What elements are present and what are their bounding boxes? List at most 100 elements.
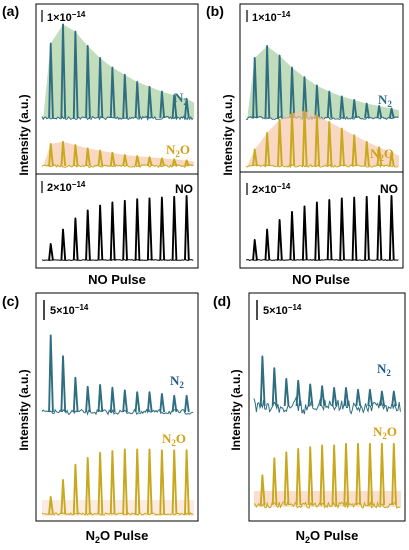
- peak-a-no-10: [159, 196, 166, 261]
- frame-a-bottom: [35, 173, 199, 269]
- peak-b-n2-4: [289, 66, 296, 119]
- peak-a-n2o-9: [146, 156, 153, 167]
- peak-a-n2o-6: [109, 151, 116, 167]
- ylabel-c: Intensity (a.u.): [17, 369, 31, 450]
- envelope-a-n2o: [42, 141, 194, 166]
- panel-label-a: (a): [2, 3, 19, 19]
- peak-a-n2o-2: [60, 140, 67, 167]
- peak-b-no-3: [277, 219, 283, 261]
- peak-a-n2o-4: [85, 147, 91, 167]
- plot-c: [41, 334, 194, 516]
- peak-c-n2-7: [122, 389, 128, 413]
- peak-a-no-1: [48, 243, 54, 261]
- peak-d-n2o-3: [283, 451, 290, 506]
- peak-b-n2o-9: [351, 134, 358, 167]
- peak-a-no-8: [134, 198, 141, 261]
- peak-d-n2o-9: [355, 442, 362, 506]
- peak-b-no-12: [388, 195, 395, 261]
- panel-d: (d) 5×10−14 N2 N2O Intensity (a.u.) N2O …: [213, 292, 406, 545]
- ylabel-d: Intensity (a.u.): [229, 369, 243, 450]
- peak-b-n2-6: [314, 84, 321, 119]
- peak-b-no-7: [326, 199, 333, 261]
- peak-d-n2-6: [319, 385, 326, 407]
- plot-d: [253, 355, 401, 509]
- baseline-a-n2: [41, 115, 194, 121]
- label-a-n2o: N2O: [166, 142, 190, 159]
- baseline-a-no: [41, 259, 194, 261]
- peak-b-n2o-1: [252, 148, 258, 167]
- baseline-c-n2o: [41, 512, 194, 516]
- peak-c-n2o-11: [171, 449, 178, 515]
- peak-b-n2-3: [277, 54, 283, 119]
- peak-d-n2-5: [307, 383, 314, 407]
- peak-a-n2o-3: [72, 144, 79, 167]
- peak-d-n2o-8: [343, 442, 350, 506]
- peak-b-n2o-10: [364, 140, 370, 167]
- label-b-n2: N2: [378, 92, 392, 109]
- peak-c-n2-8: [134, 391, 141, 413]
- peak-a-n2-8: [134, 81, 141, 119]
- peak-d-n2o-12: [391, 442, 397, 506]
- peak-a-no-7: [122, 199, 128, 261]
- peak-a-no-12: [184, 195, 190, 261]
- peak-c-n2-5: [97, 384, 104, 413]
- scale-b-bottom: 2×10−14: [252, 182, 291, 196]
- peak-a-no-3: [72, 217, 79, 261]
- peak-b-n2o-12: [388, 151, 395, 167]
- peak-a-n2-7: [122, 73, 128, 119]
- peak-b-no-11: [376, 195, 383, 261]
- baseline-c-n2: [41, 408, 194, 416]
- peak-a-no-11: [171, 195, 178, 261]
- peak-a-no-2: [60, 228, 67, 261]
- peak-d-n2o-7: [331, 444, 338, 506]
- label-d-n2: N2: [377, 361, 391, 378]
- peak-b-n2-8: [339, 95, 345, 119]
- peak-d-n2o-10: [367, 442, 374, 506]
- peak-c-n2o-12: [184, 449, 190, 515]
- peak-c-n2o-3: [72, 463, 79, 515]
- peak-b-no-2: [264, 228, 271, 261]
- panel-label-c: (c): [2, 293, 19, 309]
- peak-a-n2-6: [109, 66, 116, 119]
- peak-b-n2-5: [301, 76, 308, 119]
- peak-a-n2o-10: [159, 157, 166, 167]
- peak-b-n2o-6: [314, 114, 321, 167]
- peak-a-n2-4: [85, 45, 91, 119]
- peak-c-n2o-5: [97, 451, 104, 515]
- peak-a-n2-2: [60, 23, 67, 119]
- peak-b-no-1: [252, 239, 258, 261]
- peak-c-n2-11: [171, 394, 178, 413]
- label-d-n2o: N2O: [373, 424, 397, 441]
- frame-d: [248, 292, 406, 522]
- envelope-b-n2: [246, 46, 399, 118]
- peak-b-n2o-5: [301, 110, 308, 167]
- peak-c-n2o-7: [122, 448, 128, 515]
- peak-a-n2-12: [184, 97, 190, 119]
- peak-a-n2-11: [171, 94, 178, 119]
- envelope-a-n2: [42, 24, 194, 118]
- scale-c: 5×10−14: [50, 303, 89, 317]
- peak-a-n2o-1: [48, 143, 54, 167]
- peak-a-n2-10: [159, 90, 166, 119]
- glow-c-n2o: [42, 500, 194, 516]
- peak-c-n2o-10: [159, 449, 166, 515]
- panel-label-d: (d): [213, 293, 231, 309]
- panel-b: (b) 1×10−14 2×10−14 N2 N2O NO Intensity …: [206, 3, 404, 287]
- peak-d-n2-9: [355, 388, 362, 407]
- peak-a-no-4: [85, 209, 91, 261]
- peak-a-no-5: [97, 204, 104, 261]
- peak-b-n2o-8: [339, 127, 345, 167]
- panel-c: (c) 5×10−14 N2 N2O Intensity (a.u.) N2O …: [2, 292, 199, 545]
- baseline-b-no: [246, 259, 399, 261]
- peak-d-n2-10: [367, 388, 374, 407]
- peak-a-no-9: [146, 197, 153, 261]
- peak-d-n2-3: [283, 378, 290, 407]
- peak-b-no-6: [314, 201, 321, 261]
- scale-a-bottom: 2×10−14: [47, 180, 86, 194]
- peak-b-n2-10: [364, 102, 370, 119]
- peak-c-n2-12: [184, 394, 190, 413]
- panel-a: (a) 1×10−14 2×10−14 N2 N2O NO Intensity …: [2, 3, 199, 287]
- peak-b-n2-1: [252, 57, 258, 119]
- peak-c-n2o-1: [48, 496, 54, 515]
- baseline-b-n2: [245, 115, 399, 121]
